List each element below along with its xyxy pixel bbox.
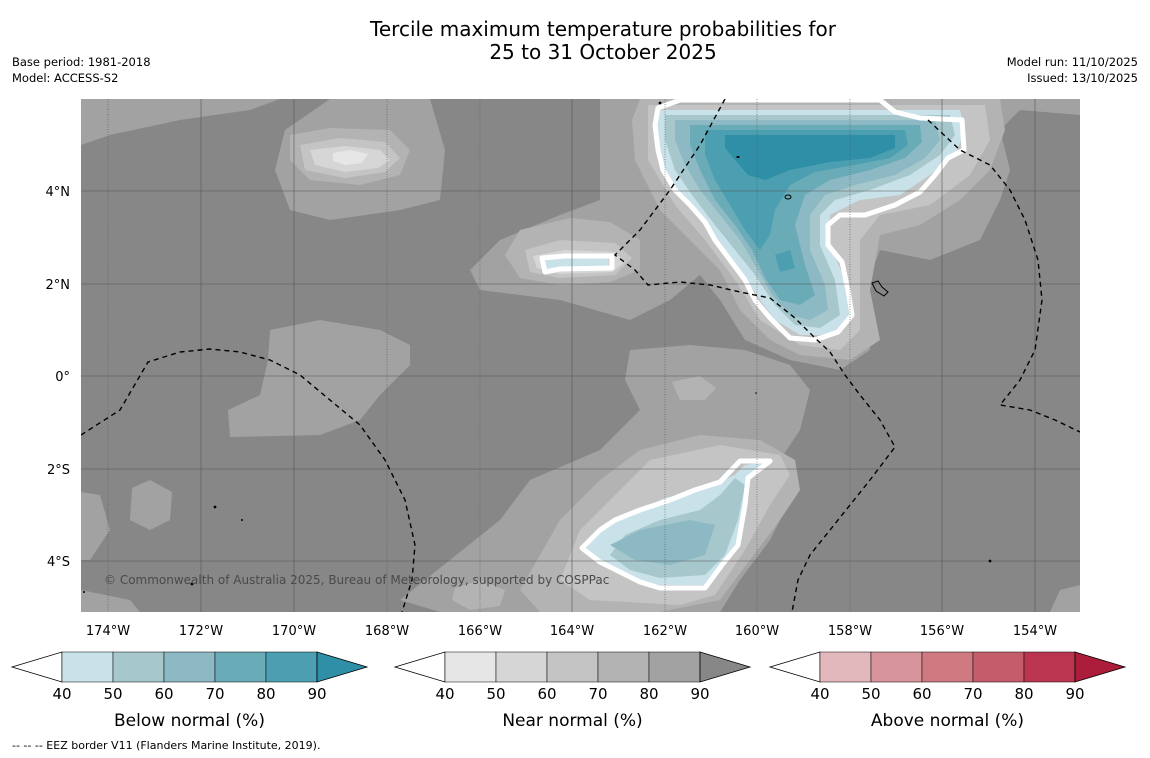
colorbar-segment (546, 651, 599, 683)
colorbar-extend-low (768, 651, 821, 683)
colorbar-tick-label: 70 (205, 685, 224, 703)
lon-label: 166°W (458, 624, 502, 639)
lon-label: 174°W (86, 624, 130, 639)
colorbar-tick-label: 40 (52, 685, 71, 703)
map-area: © Commonwealth of Australia 2025, Bureau… (81, 99, 1080, 612)
colorbar-tick-label: 70 (963, 685, 982, 703)
colorbar-segment (163, 651, 216, 683)
colorbar-label: Below normal (%) (114, 711, 265, 731)
lat-label: 2°S (47, 463, 70, 478)
colorbar-tick-label: 90 (307, 685, 326, 703)
lat-label: 4°N (46, 185, 71, 200)
lon-label: 158°W (828, 624, 872, 639)
longitude-labels: 174°W 172°W 170°W 168°W 166°W 164°W 162°… (86, 624, 1057, 639)
below-normal-region-south (585, 462, 765, 585)
colorbar-extend-low (10, 651, 63, 683)
probability-contours (539, 99, 967, 591)
colorbar-extend-low (393, 651, 446, 683)
colorbar-tick-label: 50 (103, 685, 122, 703)
colorbar-segment (495, 651, 548, 683)
eez-borders (81, 99, 1080, 612)
lon-label: 154°W (1013, 624, 1057, 639)
colorbar-segment (265, 651, 318, 683)
below-normal-region-north (655, 110, 965, 335)
colorbar-tick-label: 80 (256, 685, 275, 703)
colorbar-tick-label: 50 (861, 685, 880, 703)
lat-label: 0° (55, 370, 70, 385)
colorbar-segment (972, 651, 1025, 683)
colorbar-tick-label: 90 (690, 685, 709, 703)
model-run: Model run: 11/10/2025 (1006, 55, 1138, 69)
lon-label: 160°W (735, 624, 779, 639)
colorbar-segment (921, 651, 974, 683)
colorbar-tick-label: 60 (537, 685, 556, 703)
copyright-notice: © Commonwealth of Australia 2025, Bureau… (104, 573, 609, 587)
colorbar-segment (597, 651, 650, 683)
colorbar-segment (870, 651, 923, 683)
title-line-1: Tercile maximum temperature probabilitie… (370, 17, 836, 41)
colorbar-label: Above normal (%) (871, 711, 1024, 731)
colorbar-extend-high (699, 651, 752, 683)
colorbar-extend-high (1074, 651, 1127, 683)
lon-label: 172°W (179, 624, 223, 639)
lat-label: 2°N (46, 278, 71, 293)
colorbar-segment (819, 651, 872, 683)
colorbar-segment (61, 651, 114, 683)
colorbar-tick-label: 50 (486, 685, 505, 703)
colorbar-near-normal: 40 50 60 70 80 90 Near normal (%) (393, 651, 752, 731)
colorbar-tick-label: 70 (588, 685, 607, 703)
colorbar-above-normal: 40 50 60 70 80 90 Above normal (%) (768, 651, 1127, 731)
title-line-2: 25 to 31 October 2025 (489, 40, 717, 64)
colorbar-tick-label: 40 (435, 685, 454, 703)
colorbar-segment (214, 651, 267, 683)
issued-date: Issued: 13/10/2025 (1027, 71, 1138, 85)
lon-label: 162°W (643, 624, 687, 639)
eez-footnote: -- -- -- EEZ border V11 (Flanders Marine… (12, 739, 321, 752)
colorbar-tick-label: 80 (639, 685, 658, 703)
colorbar-segment (1023, 651, 1076, 683)
base-period-info: Base period: 1981-2018 Model: ACCESS-S2 (12, 54, 151, 86)
map-grid (81, 99, 1080, 612)
colorbar-tick-label: 90 (1065, 685, 1084, 703)
latitude-labels: 4°N 2°N 0° 2°S 4°S (46, 185, 71, 570)
lon-label: 168°W (365, 624, 409, 639)
lat-label: 4°S (47, 555, 70, 570)
model-name: Model: ACCESS-S2 (12, 71, 119, 85)
colorbar-tick-label: 40 (810, 685, 829, 703)
colorbar-extend-high (316, 651, 369, 683)
islands (83, 101, 992, 593)
colorbar-tick-label: 80 (1014, 685, 1033, 703)
colorbar-segment (444, 651, 497, 683)
model-run-info: Model run: 11/10/2025 Issued: 13/10/2025 (1007, 54, 1138, 86)
map-title: Tercile maximum temperature probabilitie… (0, 18, 1150, 64)
near-normal-40-regions (333, 150, 368, 165)
colorbar-tick-label: 60 (912, 685, 931, 703)
colorbar-segment (112, 651, 165, 683)
colorbar-segment (648, 651, 701, 683)
lon-label: 170°W (272, 624, 316, 639)
base-period: Base period: 1981-2018 (12, 55, 151, 69)
lon-label: 164°W (550, 624, 594, 639)
colorbar-tick-label: 60 (154, 685, 173, 703)
colorbar-label: Near normal (%) (502, 711, 642, 731)
colorbar-below-normal: 40 50 60 70 80 90 Below normal (%) (10, 651, 369, 731)
lon-label: 156°W (920, 624, 964, 639)
